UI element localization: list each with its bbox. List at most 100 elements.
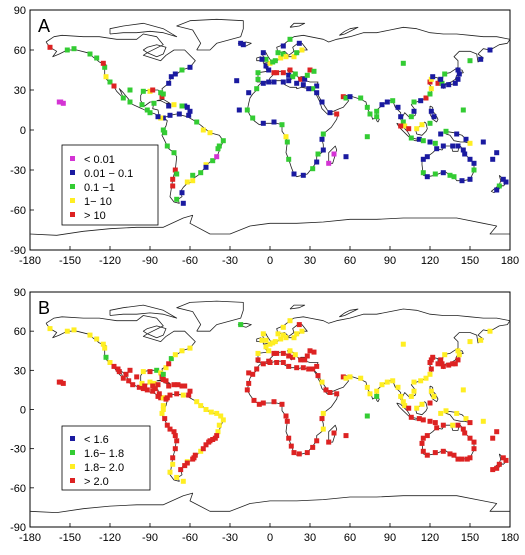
sample-marker (278, 336, 284, 342)
sample-marker (142, 383, 148, 389)
sample-marker (250, 115, 256, 121)
sample-marker (420, 156, 426, 162)
legend-marker-yellow (70, 464, 75, 469)
sample-marker (411, 108, 417, 114)
sample-marker (442, 352, 448, 358)
sample-marker (274, 360, 280, 365)
sample-marker (87, 51, 93, 57)
sample-marker (374, 108, 380, 114)
sample-marker (210, 437, 216, 442)
sample-marker (374, 114, 380, 120)
sample-marker (184, 179, 190, 185)
sample-marker (427, 371, 433, 377)
coastline (444, 410, 471, 423)
coastline (339, 26, 359, 36)
sample-marker (294, 331, 300, 337)
sample-marker (400, 399, 406, 405)
sample-marker (163, 365, 169, 371)
sample-marker (455, 67, 461, 73)
sample-marker (343, 433, 349, 439)
sample-marker (418, 98, 424, 104)
sample-marker (159, 94, 165, 100)
sample-marker (158, 370, 164, 376)
sample-marker (440, 83, 446, 89)
sample-marker (272, 58, 278, 64)
coastline (429, 385, 439, 403)
sample-marker (198, 170, 204, 176)
sample-marker (158, 90, 164, 96)
x-tick-label: -90 (142, 255, 158, 267)
sample-marker (471, 446, 477, 452)
sample-marker (166, 103, 172, 109)
sample-marker (155, 393, 161, 399)
sample-marker (179, 383, 185, 389)
sample-marker (174, 438, 180, 444)
sample-marker (280, 350, 286, 356)
coastline (156, 98, 171, 104)
sample-marker (160, 91, 166, 97)
sample-marker (323, 387, 329, 393)
sample-marker (467, 339, 473, 345)
sample-marker (290, 74, 296, 80)
sample-marker (164, 143, 170, 149)
sample-marker (214, 433, 220, 439)
sample-marker (302, 76, 308, 82)
sample-marker (250, 371, 256, 377)
sample-marker (347, 374, 353, 380)
sample-marker (166, 383, 172, 389)
sample-marker (286, 353, 292, 359)
sample-marker (424, 154, 430, 160)
panel-a-legend: < 0.01 0.01 − 0.1 0.1 −1 1− 10 > 10 (61, 144, 159, 226)
sample-marker (136, 384, 142, 390)
sample-marker (251, 397, 257, 403)
sample-marker (266, 358, 272, 364)
sample-marker (416, 136, 422, 142)
sample-marker (64, 47, 70, 53)
sample-marker (266, 79, 272, 85)
sample-marker (168, 356, 174, 362)
sample-marker (364, 413, 370, 419)
coastline (109, 304, 178, 319)
sample-marker (456, 71, 462, 77)
x-tick-label: -150 (59, 532, 81, 544)
legend-marker-blue (70, 436, 75, 441)
sample-marker (160, 115, 166, 121)
sample-marker (406, 126, 412, 132)
sample-marker (184, 460, 190, 466)
sample-marker (460, 107, 466, 113)
x-tick-label: 150 (461, 255, 479, 267)
x-tick-label: 0 (267, 532, 273, 544)
sample-marker (427, 400, 433, 406)
sample-marker (459, 178, 465, 184)
sample-marker (256, 401, 262, 407)
sample-marker (416, 416, 422, 422)
sample-marker (212, 435, 218, 441)
sample-marker (454, 410, 460, 416)
sample-marker (284, 139, 290, 145)
sample-marker (320, 410, 326, 416)
sample-marker (174, 391, 180, 397)
sample-marker (280, 79, 286, 85)
sample-marker (87, 332, 93, 338)
sample-marker (150, 388, 156, 394)
coastline (109, 22, 178, 38)
sample-marker (390, 98, 396, 104)
sample-marker (111, 363, 117, 369)
sample-marker (447, 451, 453, 457)
sample-marker (455, 357, 461, 363)
sample-marker (163, 378, 169, 384)
sample-marker (126, 378, 132, 384)
sample-marker (246, 90, 252, 96)
sample-marker (462, 430, 468, 436)
legend-label: 0.1 −1 (84, 182, 115, 194)
legend-marker-green (70, 450, 75, 455)
sample-marker (198, 448, 204, 454)
sample-marker (311, 349, 317, 355)
sample-marker (446, 82, 452, 88)
coastline (29, 214, 510, 236)
sample-marker (400, 119, 406, 125)
sample-marker (151, 380, 157, 386)
sample-marker (216, 422, 222, 428)
sample-marker (280, 324, 286, 330)
